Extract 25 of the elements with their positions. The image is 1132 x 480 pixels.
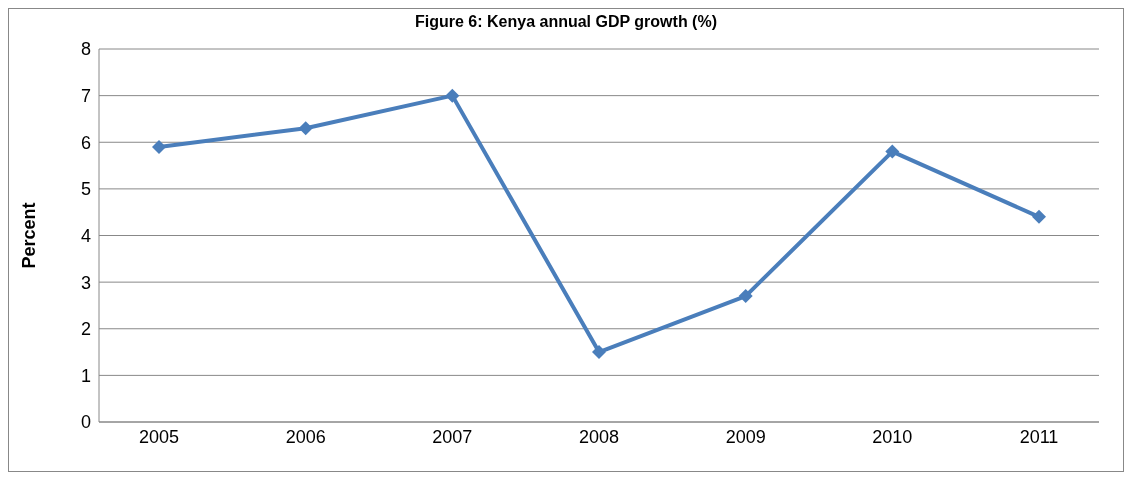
point xyxy=(445,88,460,103)
y-tick-label: 3 xyxy=(80,272,91,293)
point xyxy=(1032,209,1046,224)
point xyxy=(885,144,900,159)
x-tick-label: 2007 xyxy=(432,426,473,447)
y-axis-title: Percent xyxy=(19,202,40,269)
y-tick-label: 1 xyxy=(80,365,91,386)
y-tick-label: 2 xyxy=(80,319,91,340)
point xyxy=(738,289,753,304)
y-tick-label: 6 xyxy=(80,132,91,153)
y-tick-label: 7 xyxy=(80,86,91,107)
y-tick-label: 0 xyxy=(80,412,91,433)
point xyxy=(152,139,166,154)
y-tick-label: 4 xyxy=(80,225,91,246)
point xyxy=(592,345,606,360)
x-tick-label: 2005 xyxy=(138,426,180,447)
x-tick-label: 2009 xyxy=(725,426,766,447)
x-tick-label: 2010 xyxy=(872,426,913,447)
point xyxy=(298,121,313,136)
x-tick-label: 2008 xyxy=(578,426,620,447)
y-tick-label: 8 xyxy=(80,39,91,60)
x-tick-label: 2006 xyxy=(285,426,326,447)
chart-title: Figure 6: Kenya annual GDP growth (%) xyxy=(414,13,718,32)
x-tick-label: 2011 xyxy=(1019,426,1059,447)
y-tick-label: 5 xyxy=(80,179,91,200)
